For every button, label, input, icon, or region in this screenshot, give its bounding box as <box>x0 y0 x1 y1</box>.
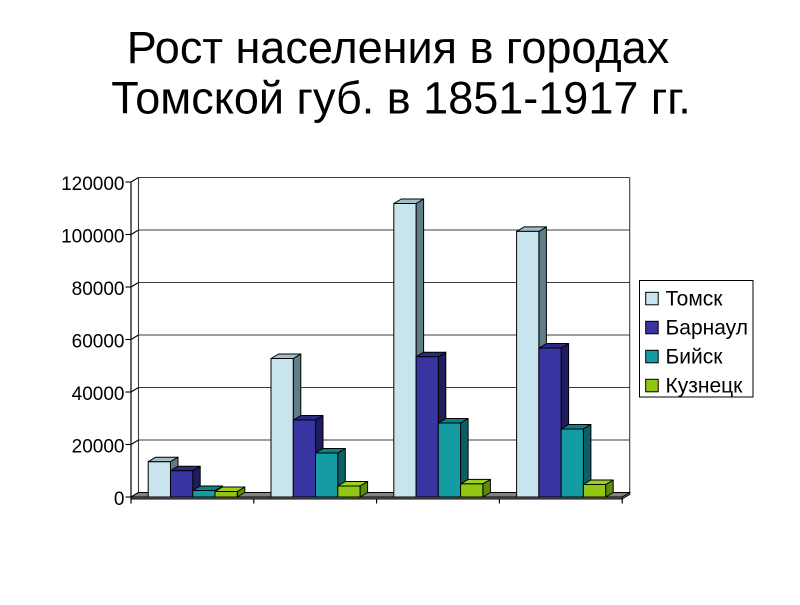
svg-text:20000: 20000 <box>72 436 125 457</box>
svg-text:Барнаул: Барнаул <box>666 317 748 340</box>
svg-text:40000: 40000 <box>72 384 125 405</box>
svg-text:60000: 60000 <box>72 331 125 352</box>
svg-text:0: 0 <box>114 489 125 510</box>
svg-text:Кузнецк: Кузнецк <box>666 375 744 398</box>
svg-text:80000: 80000 <box>72 279 125 300</box>
svg-text:Томской губ. в 1851-1917 гг.: Томской губ. в 1851-1917 гг. <box>111 72 690 123</box>
svg-text:100000: 100000 <box>61 226 124 247</box>
svg-text:Бийск: Бийск <box>666 346 724 369</box>
svg-text:Томск: Томск <box>666 288 724 311</box>
svg-text:120000: 120000 <box>61 174 124 195</box>
svg-text:Рост населения в городах: Рост населения в городах <box>127 22 670 73</box>
